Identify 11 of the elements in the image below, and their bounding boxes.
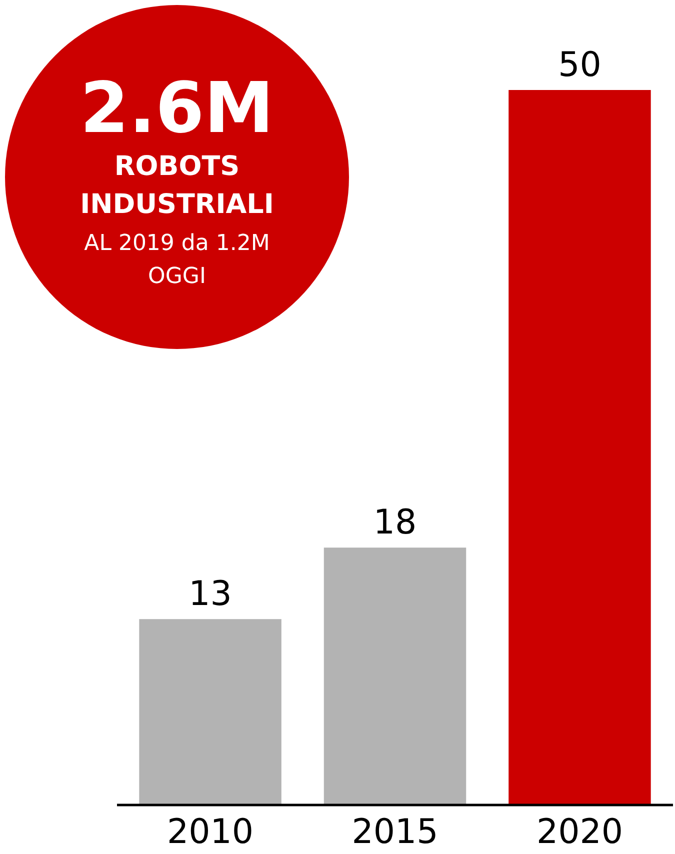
annotation: 2.6M (80, 67, 274, 149)
annotation: OGGI (148, 264, 206, 289)
data-label: 13 (188, 574, 232, 614)
data-label: 18 (373, 502, 417, 543)
x-tick-label: 2010 (167, 812, 254, 852)
annotation: INDUSTRIALI (80, 189, 274, 220)
annotation: AL 2019 da 1.2M (84, 231, 270, 256)
x-tick-label: 2020 (536, 812, 623, 852)
data-label: 50 (558, 45, 602, 85)
x-tick-label: 2015 (352, 812, 438, 852)
annotation: ROBOTS (114, 151, 240, 182)
